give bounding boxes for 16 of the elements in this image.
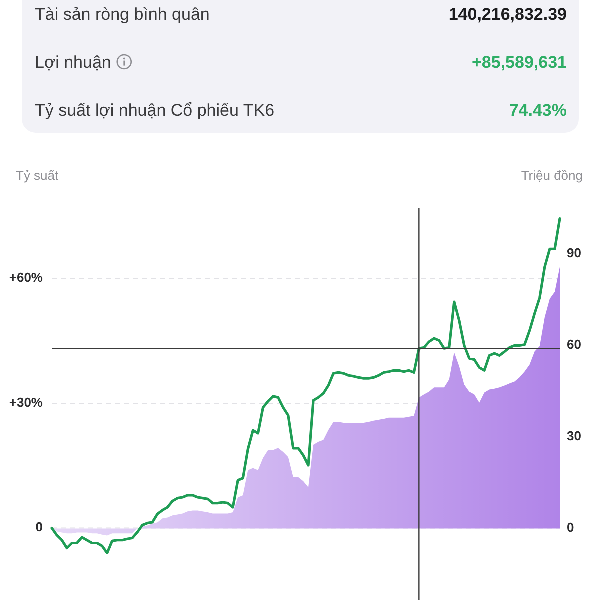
line-series <box>50 218 562 555</box>
y2-tick-label: 30 <box>567 428 582 444</box>
text: +85,589,631 <box>472 53 567 72</box>
y-axis-title: Tỷ suất <box>16 168 60 183</box>
y2-axis-title: Triệu đồng <box>521 168 583 183</box>
y-tick-label: 0 <box>36 520 43 535</box>
y-tick-label: +60% <box>9 270 44 286</box>
text: 140,216,832.39 <box>448 5 567 24</box>
category-label: Tài sản ròng bình quân <box>35 5 210 24</box>
category-label: Lợi nhuận <box>35 53 112 72</box>
text: 74.43% <box>509 101 567 120</box>
y2-tick-label: 60 <box>567 336 582 352</box>
y-tick-label: +30% <box>9 394 44 410</box>
y2-tick-label: 0 <box>567 520 574 536</box>
y2-tick-label: 90 <box>567 245 582 260</box>
category-label: Tỷ suất lợi nhuận Cổ phiếu TK6 <box>35 101 275 120</box>
